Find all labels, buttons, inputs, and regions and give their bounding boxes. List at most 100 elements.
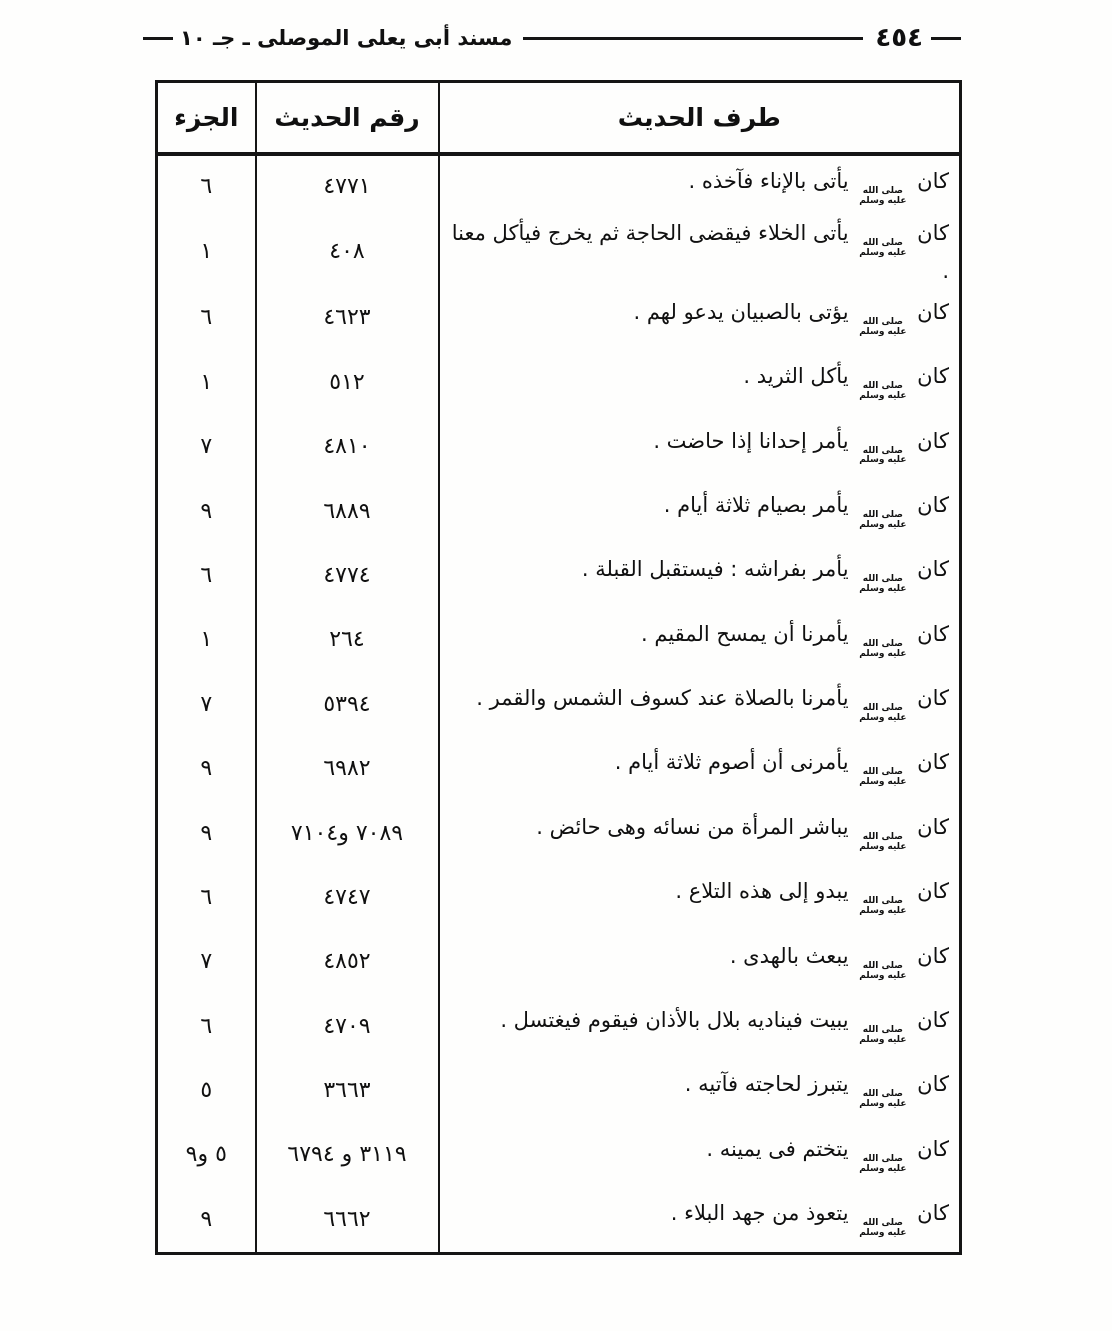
hadith-prefix: كان [910, 750, 949, 775]
hadith-text: يتعوذ من جهد البلاء . [670, 1201, 856, 1226]
part-number-cell: ١ [157, 608, 256, 672]
hadith-number-cell: ٤٧٤٧ [254, 865, 440, 930]
page-header: مسند أبى يعلى الموصلى ـ جـ ١٠ ٤٥٤ [143, 16, 961, 60]
filler-hadith-cell [439, 1252, 961, 1254]
part-number: ١ [200, 627, 213, 653]
hadith-prefix: كان [910, 621, 949, 646]
honorific-top: صلى الله [862, 638, 903, 649]
hadith-number-cell: ٧٠٨٩ و٧١٠٤ [254, 801, 440, 866]
hadith-text-cell: كان صلى الله عليه وسلم يأتى الخلاء فيقضى … [439, 218, 961, 286]
honorific-seal: صلى الله عليه وسلم [859, 1025, 907, 1046]
hadith-text-cell: كان صلى الله عليه وسلم يبيت فيناديه بلال … [439, 994, 961, 1058]
hadith-prefix: كان [910, 1136, 949, 1161]
table-filler-row [157, 1251, 961, 1254]
part-number-cell: ٦ [157, 994, 256, 1058]
hadith-number-cell: ٤٧٧٤ [254, 543, 440, 608]
honorific-bottom: عليه وسلم [859, 455, 907, 466]
part-number-cell: ٩ [157, 1187, 256, 1252]
hadith-prefix: كان [910, 1008, 949, 1033]
header-left-dash [143, 36, 173, 40]
filler-number-cell [254, 1251, 440, 1254]
hadith-text-cell: كان صلى الله عليه وسلم يأمر بفراشه : فيست… [439, 544, 961, 608]
part-number-cell: ٩ [157, 801, 256, 865]
hadith-text: يأمرنا بالصلاة عند كسوف الشمس والقمر . [476, 686, 856, 711]
hadith-number-cell: ٣١١٩ و ٦٧٩٤ [254, 1123, 440, 1188]
part-number-cell: ١ [157, 350, 256, 414]
hadith-prefix: كان [910, 220, 949, 245]
part-number: ٦ [200, 174, 213, 200]
hadith-number: ٤٦٢٣ [323, 305, 371, 331]
hadith-text: يبدو إلى هذه التلاع . [675, 879, 856, 904]
honorific-bottom: عليه وسلم [859, 391, 907, 402]
hadith-text-cell: كان صلى الله عليه وسلم يبعث بالهدى . [439, 930, 961, 994]
honorific-bottom: عليه وسلم [859, 247, 907, 258]
running-title: مسند أبى يعلى الموصلى ـ جـ ١٠ [180, 26, 513, 50]
honorific-seal: صلى الله عليه وسلم [859, 831, 906, 853]
table-row: كان صلى الله عليه وسلم يأمر إحدانا إذا حا… [157, 414, 961, 480]
hadith-text-cell: كان صلى الله عليه وسلم يأمرنا أن يمسح الم… [439, 608, 961, 672]
hadith-number-cell: ٥١٢ [254, 350, 440, 415]
hadith-text: يؤتى بالصبيان يدعو لهم . [633, 299, 856, 324]
hadith-text-cell: كان صلى الله عليه وسلم يبدو إلى هذه التلا… [439, 865, 961, 929]
table-row: كان صلى الله عليه وسلم يأمرنا أن يمسح الم… [157, 607, 961, 673]
part-number-cell: ٧ [157, 930, 256, 994]
honorific-bottom: عليه وسلم [859, 1228, 907, 1239]
honorific-bottom: عليه وسلم [859, 906, 907, 917]
part-number-cell: ٥ [157, 1059, 256, 1123]
hadith-number-cell: ٦٨٨٩ [254, 479, 440, 544]
hadith-number: ٤٠٨ [329, 239, 365, 265]
page-number: ٤٥٤ [875, 23, 923, 53]
hadith-prefix: كان [910, 492, 949, 517]
part-number-cell: ٦ [157, 865, 256, 929]
honorific-seal: صلى الله عليه وسلم [859, 317, 906, 338]
honorific-seal: صلى الله عليه وسلم [859, 1218, 907, 1239]
part-number: ٦ [200, 562, 213, 588]
part-number-cell: ٥ و٩ [157, 1123, 256, 1187]
honorific-top: صلى الله [862, 896, 903, 907]
hadith-text-cell: كان صلى الله عليه وسلم يؤتى بالصبيان يدعو… [439, 286, 961, 350]
table-row: كان صلى الله عليه وسلم يبيت فيناديه بلال … [157, 994, 961, 1059]
hadith-text: يأتى الخلاء فيقضى الحاجة ثم يخرج فيأكل م… [451, 220, 949, 284]
hadith-number: ٦٨٨٩ [323, 498, 371, 524]
hadith-prefix: كان [910, 814, 949, 839]
column-header-part: الجزء [156, 81, 256, 156]
hadith-number: ٤٧٧١ [323, 174, 371, 200]
hadith-prefix: كان [910, 1072, 949, 1097]
honorific-bottom: عليه وسلم [859, 777, 907, 788]
hadith-text: يأمر بصيام ثلاثة أيام . [663, 492, 856, 517]
hadith-index-table: طرف الحديث رقم الحديث الجزء كان صلى الله… [155, 80, 962, 1255]
honorific-top: صلى الله [862, 445, 903, 456]
hadith-prefix: كان [910, 299, 949, 324]
part-number: ٦ [200, 1013, 213, 1039]
table-header: طرف الحديث رقم الحديث الجزء [156, 81, 961, 156]
honorific-bottom: عليه وسلم [859, 1034, 907, 1045]
hadith-number: ٦٩٨٢ [323, 756, 371, 782]
table-row: كان صلى الله عليه وسلم يباشر المرأة من نس… [157, 801, 961, 866]
hadith-prefix: كان [910, 168, 949, 193]
hadith-number: ٤٧٤٧ [323, 884, 371, 910]
honorific-top: صلى الله [862, 831, 903, 842]
honorific-seal: صلى الله عليه وسلم [859, 703, 907, 724]
honorific-bottom: عليه وسلم [859, 712, 907, 723]
table-row: كان صلى الله عليه وسلم يأتى بالإناء فآخذه… [157, 154, 961, 219]
table-row: كان صلى الله عليه وسلم يتعوذ من جهد البلا… [157, 1187, 961, 1252]
hadith-number-cell: ٤٧٠٩ [254, 994, 440, 1059]
honorific-top: صلى الله [862, 1025, 903, 1036]
hadith-text: يأمرنا أن يمسح المقيم . [641, 621, 856, 646]
column-header-hadith: طرف الحديث [438, 81, 961, 156]
filler-part-cell [157, 1252, 256, 1254]
part-number: ٧ [200, 691, 213, 717]
hadith-number: ٤٨٥٢ [323, 949, 371, 975]
part-number-cell: ٦ [157, 286, 256, 350]
part-number: ١ [200, 239, 213, 265]
part-number-cell: ٩ [157, 479, 256, 543]
hadith-text-cell: كان صلى الله عليه وسلم يتبرز لحاجته فآتيه… [439, 1059, 961, 1123]
hadith-text-cell: كان صلى الله عليه وسلم يتعوذ من جهد البلا… [439, 1187, 961, 1252]
honorific-seal: صلى الله عليه وسلم [859, 638, 906, 660]
part-number-cell: ٧ [157, 415, 256, 479]
honorific-top: صلى الله [862, 509, 903, 520]
honorific-bottom: عليه وسلم [859, 1163, 907, 1174]
hadith-text: يأمرنى أن أصوم ثلاثة أيام . [614, 750, 856, 775]
column-header-number: رقم الحديث [254, 81, 440, 156]
honorific-seal: صلى الله عليه وسلم [859, 509, 906, 531]
